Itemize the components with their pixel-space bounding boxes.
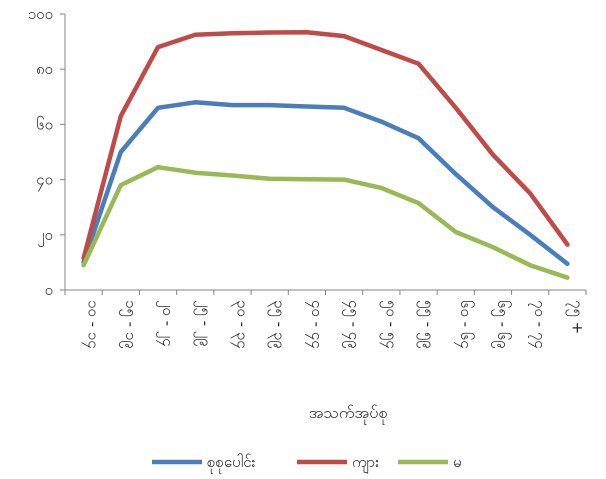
x-tick-label: ၃၅ - ၃၉: [268, 300, 289, 349]
y-tick-label: ၆၀: [36, 115, 53, 133]
x-tick-label: ၆၀ - ၆၄: [454, 300, 475, 349]
x-axis-title: အသက်အုပ်စု: [309, 403, 388, 425]
series-line-1: [81, 100, 570, 267]
y-tick-label: ၀: [45, 281, 53, 299]
y-tick-label: ၁၀၀: [28, 5, 53, 23]
y-axis: ၀ ၂၀ ၄၀ ၆၀ ၈၀ ၁၀၀: [28, 5, 66, 299]
legend-label-1: စုစုပေါင်း: [207, 453, 255, 474]
x-tick-label: ၇၅ +: [565, 300, 586, 334]
legend: စုစုပေါင်း ကျား မ: [152, 453, 462, 474]
x-tick-label: ၂၀ - ၂၄: [156, 300, 177, 347]
x-tick-label: ၁၀ - ၁၄: [82, 300, 103, 349]
x-tick-label: ၇၀ - ၇၄: [528, 300, 549, 349]
x-axis: ၁၀ - ၁၄ ၁၅ - ၁၉ ၂၀ - ၂၄ ၂၅ - ၂၉ ၃၀ - ၃၄ ၃၅ - …: [64, 289, 587, 349]
series-layer: [81, 29, 570, 280]
series-line-3: [81, 164, 570, 280]
legend-label-3: မ: [453, 453, 462, 471]
y-tick-label: ၄၀: [36, 171, 53, 192]
x-tick-label: ၄၀ - ၄၄: [305, 300, 326, 349]
x-tick-label: ၄၅ - ၄၉: [342, 300, 363, 349]
y-tick-label: ၂၀: [37, 226, 53, 247]
legend-label-2: ကျား: [352, 453, 379, 474]
x-tick-label: ၅၅ - ၅၉: [417, 300, 438, 349]
x-tick-label: ၅၀ - ၅၄: [379, 300, 400, 349]
x-tick-label: ၁၅ - ၁၉: [119, 300, 140, 349]
series-line-2: [81, 29, 570, 261]
x-tick-label: ၃၀ - ၃၄: [230, 300, 251, 349]
y-tick-label: ၈၀: [36, 60, 53, 78]
x-tick-label: ၂၅ - ၂၉: [193, 300, 214, 347]
x-tick-label: ၆၅ - ၆၉: [491, 300, 512, 349]
